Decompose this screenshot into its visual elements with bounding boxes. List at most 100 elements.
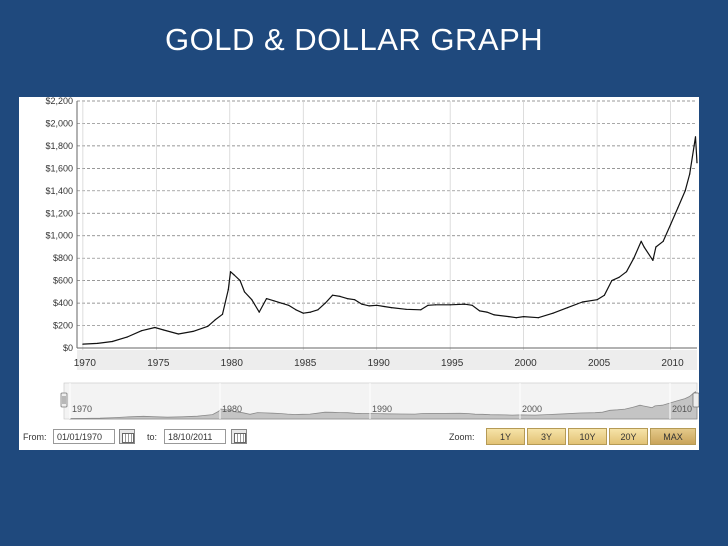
- y-tick-label: $200: [53, 321, 73, 331]
- price-point: [581, 301, 584, 303]
- price-point: [368, 305, 370, 307]
- price-point: [390, 307, 392, 309]
- price-point: [427, 304, 429, 306]
- navigator-year-label: 1980: [222, 404, 242, 414]
- x-tick-label: 1985: [294, 358, 317, 369]
- from-calendar-icon[interactable]: [119, 429, 135, 444]
- zoom-10y-button[interactable]: 10Y: [568, 428, 607, 445]
- price-point: [324, 302, 326, 304]
- price-point: [493, 314, 495, 316]
- date-range-controls: From: 01/01/1970 to: 18/10/2011 Zoom: 1Y…: [19, 427, 699, 449]
- navigator[interactable]: 1970 1980 1990 2000 2010: [60, 382, 699, 420]
- navigator-left-handle[interactable]: [60, 392, 68, 408]
- price-point: [233, 274, 235, 276]
- price-point: [302, 312, 304, 314]
- navigator-year-label: 2000: [522, 404, 542, 414]
- price-point: [486, 311, 488, 313]
- price-point: [82, 343, 84, 345]
- price-point: [479, 310, 481, 312]
- price-point: [295, 309, 297, 311]
- price-point: [633, 257, 635, 259]
- x-tick-label: 2005: [588, 358, 611, 369]
- price-point: [449, 304, 451, 306]
- price-point: [251, 299, 253, 301]
- price-point: [97, 342, 99, 344]
- y-tick-label: $400: [53, 298, 73, 308]
- price-point: [239, 280, 241, 282]
- price-point: [154, 326, 156, 329]
- price-point: [694, 136, 697, 138]
- price-point: [361, 303, 363, 305]
- price-point: [346, 298, 348, 300]
- price-point: [515, 317, 517, 319]
- price-point: [273, 300, 275, 302]
- x-axis-band: [77, 350, 697, 370]
- price-point: [214, 319, 216, 321]
- x-tick-label: 1970: [74, 358, 97, 369]
- price-point: [332, 294, 334, 296]
- y-tick-label: $1,600: [45, 163, 73, 173]
- price-point: [696, 162, 698, 164]
- price-series-line: [82, 136, 698, 345]
- price-point: [693, 145, 695, 147]
- price-point: [288, 304, 290, 306]
- zoom-1y-button[interactable]: 1Y: [486, 428, 525, 445]
- from-date-input[interactable]: 01/01/1970: [53, 429, 115, 444]
- navigator-area: [69, 391, 698, 420]
- price-point: [552, 312, 554, 314]
- zoom-max-button[interactable]: MAX: [650, 428, 696, 445]
- price-point: [376, 304, 378, 306]
- y-tick-label: $0: [63, 343, 73, 353]
- to-calendar-icon[interactable]: [231, 429, 247, 444]
- price-point: [677, 207, 679, 209]
- price-point: [339, 295, 341, 297]
- price-point: [258, 311, 260, 313]
- y-tick-label: $600: [53, 276, 73, 286]
- y-tick-label: $1,800: [45, 141, 73, 151]
- price-point: [163, 329, 165, 331]
- price-point: [192, 330, 194, 332]
- price-point: [243, 291, 246, 293]
- price-point: [354, 299, 356, 301]
- price-point: [265, 298, 268, 300]
- price-point: [567, 307, 569, 309]
- price-point: [317, 309, 319, 311]
- price-point: [177, 333, 179, 335]
- price-point: [383, 305, 385, 308]
- price-point: [603, 294, 606, 296]
- slide-title: GOLD & DOLLAR GRAPH: [165, 22, 544, 57]
- price-point: [227, 289, 229, 291]
- price-point: [662, 240, 664, 242]
- zoom-label: Zoom:: [449, 432, 475, 442]
- price-point: [471, 304, 473, 306]
- grid-layer: [77, 100, 697, 354]
- navigator-right-handle[interactable]: [692, 392, 699, 408]
- to-date-input[interactable]: 18/10/2011: [164, 429, 226, 444]
- price-point: [625, 271, 628, 273]
- zoom-3y-button[interactable]: 3Y: [527, 428, 566, 445]
- price-point: [655, 246, 657, 248]
- x-tick-label: 1990: [368, 358, 391, 369]
- price-point: [464, 303, 466, 305]
- price-point: [111, 340, 113, 343]
- chart-card: $0 $200 $400 $600 $800 $1,000 $1,200 $1,400 $1,6…: [19, 97, 699, 450]
- y-tick-label: $2,000: [45, 118, 73, 128]
- price-point: [405, 308, 407, 310]
- axis-layer: $0 $200 $400 $600 $800 $1,000 $1,200 $1,400 $1,6…: [45, 97, 697, 370]
- price-point: [611, 280, 613, 282]
- price-point: [434, 304, 437, 306]
- price-point: [643, 246, 645, 248]
- x-tick-label: 1995: [441, 358, 464, 369]
- y-tick-label: $1,400: [45, 186, 73, 196]
- price-point: [126, 336, 128, 338]
- x-tick-label: 2010: [661, 358, 684, 369]
- zoom-20y-button[interactable]: 20Y: [609, 428, 648, 445]
- price-point: [537, 317, 539, 319]
- price-point: [207, 325, 209, 327]
- y-tick-label: $800: [53, 253, 73, 263]
- from-label: From:: [23, 432, 47, 442]
- price-point: [310, 311, 312, 313]
- price-point: [508, 316, 510, 318]
- gold-price-chart: $0 $200 $400 $600 $800 $1,000 $1,200 $1,400 $1,6…: [45, 97, 699, 420]
- price-point: [684, 190, 686, 192]
